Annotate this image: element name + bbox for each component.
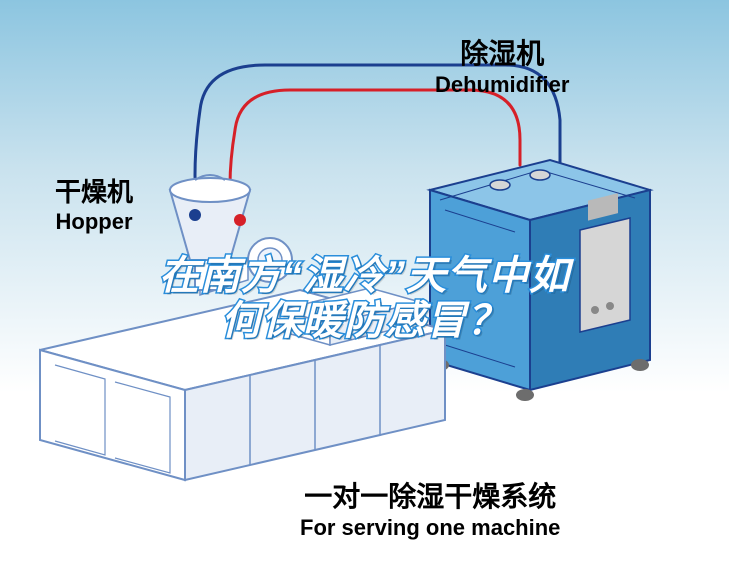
dehumidifier-label-cn: 除湿机	[435, 32, 569, 72]
hopper-label: 干燥机 Hopper	[55, 172, 133, 235]
system-label-en: For serving one machine	[300, 515, 560, 541]
dehumidifier-unit	[430, 160, 650, 401]
hopper-label-en: Hopper	[55, 209, 133, 235]
system-label: 一对一除湿干燥系统 For serving one machine	[300, 475, 560, 541]
system-label-cn: 一对一除湿干燥系统	[300, 475, 560, 515]
dehumidifier-label-en: Dehumidifier	[435, 72, 569, 98]
hopper-label-cn: 干燥机	[55, 172, 133, 209]
dehumidifier-label: 除湿机 Dehumidifier	[435, 32, 569, 98]
